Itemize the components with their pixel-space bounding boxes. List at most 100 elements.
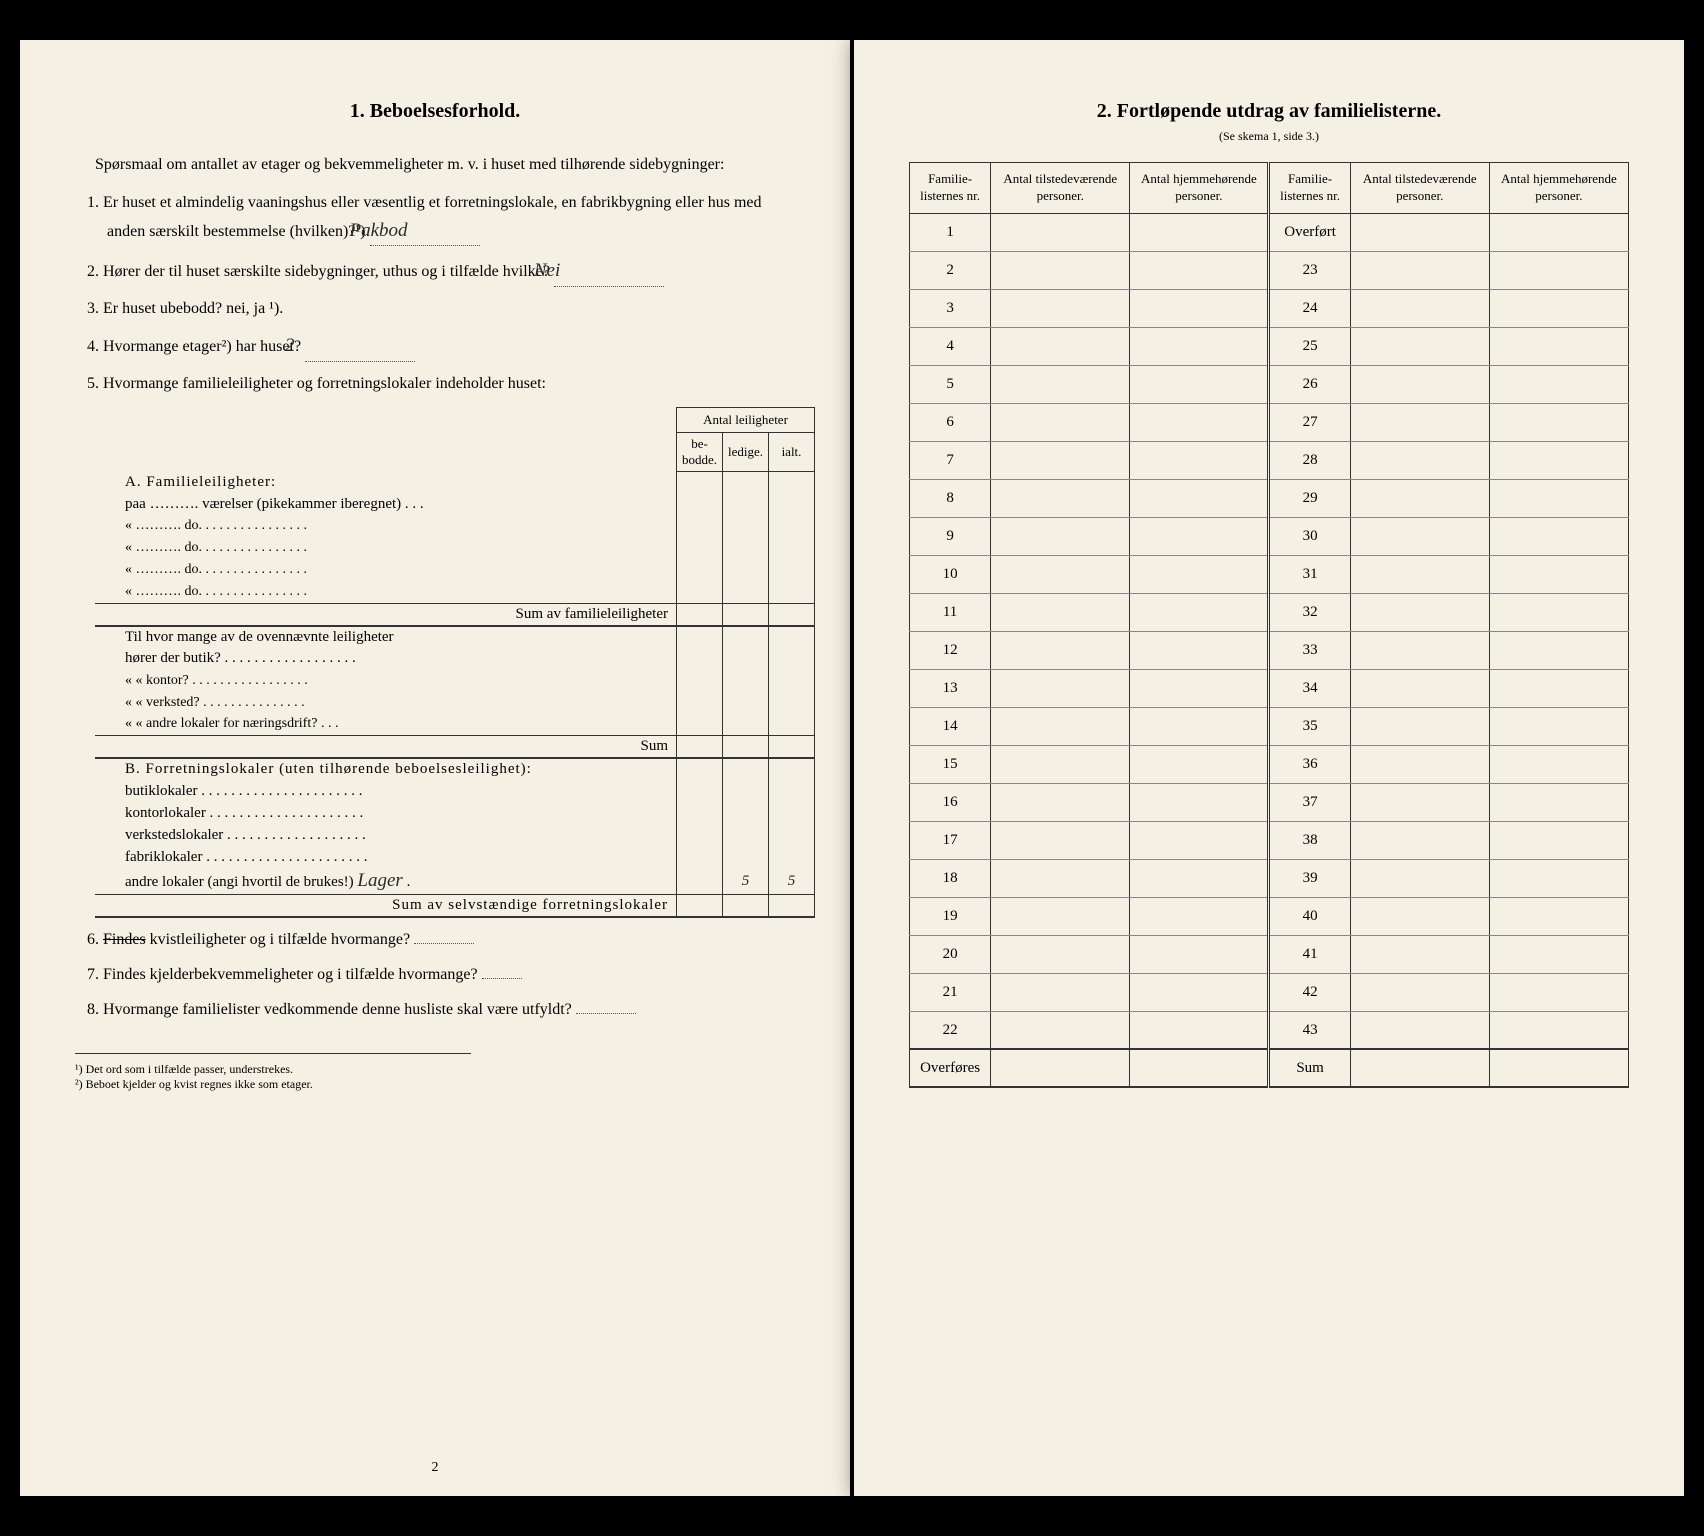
nr-cell: 7 [910,441,991,479]
nr-cell: 41 [1269,935,1350,973]
table-row: 7 28 [910,441,1629,479]
nr-cell: 13 [910,669,991,707]
section-2-title: 2. Fortløpende utdrag av familielisterne… [909,100,1629,123]
table-row: 4 25 [910,327,1629,365]
table-row: 1637 [910,783,1629,821]
intro-text: Spørsmaal om antallet av etager og bekve… [75,153,795,177]
q4-answer: 2 [305,331,415,361]
nr-cell: 37 [1269,783,1350,821]
table-row: 1940 [910,897,1629,935]
nr-cell: 6 [910,403,991,441]
nr-cell: 31 [1269,555,1350,593]
table-row: 21 42 [910,973,1629,1011]
nr-cell: 43 [1269,1011,1350,1049]
nr-cell: 15 [910,745,991,783]
nr-cell: 29 [1269,479,1350,517]
right-page: 2. Fortløpende utdrag av familielisterne… [854,40,1684,1496]
nr-cell: 32 [1269,593,1350,631]
table-row: 22 43 [910,1011,1629,1049]
question-list-2: 6. Findes kvistleiligheter og i tilfælde… [75,928,795,1022]
document-spread: 1. Beboelsesforhold. Spørsmaal om antall… [0,0,1704,1536]
nr-cell: 8 [910,479,991,517]
nr-cell: 18 [910,859,991,897]
section-a-heading: A. Familieleiligheter: [95,471,677,493]
table-row: 13 34 [910,669,1629,707]
nr-cell: 5 [910,365,991,403]
nr-cell: 20 [910,935,991,973]
nr-cell: 24 [1269,289,1350,327]
nr-cell: 17 [910,821,991,859]
q1-answer: Pakbod [370,216,480,246]
question-list: 1. Er huset et almindelig vaaningshus el… [75,191,795,397]
familieliste-table: Familie- listernes nr. Antal tilstedevær… [909,162,1629,1088]
nr-cell: 33 [1269,631,1350,669]
nr-cell: 34 [1269,669,1350,707]
table-row: 12 33 [910,631,1629,669]
summary-row: Overføres Sum [910,1049,1629,1087]
nr-cell: Overført [1269,213,1350,251]
nr-cell: 40 [1269,897,1350,935]
overfores-label: Overføres [910,1049,991,1087]
section-1-title: 1. Beboelsesforhold. [75,100,795,123]
table-row: 11 32 [910,593,1629,631]
footnote-1: ¹) Det ord som i tilfælde passer, unders… [75,1062,471,1077]
table-row: 1738 [910,821,1629,859]
nr-cell: 26 [1269,365,1350,403]
nr-cell: 14 [910,707,991,745]
nr-cell: 11 [910,593,991,631]
nr-cell: 12 [910,631,991,669]
nr-cell: 10 [910,555,991,593]
nr-cell: 28 [1269,441,1350,479]
leil-table-wrap: Antal leiligheter be- bodde. ledige. ial… [75,407,795,919]
b-last-answer: Lager [357,870,402,891]
nr-cell: 30 [1269,517,1350,555]
nr-cell: 4 [910,327,991,365]
footnotes: ¹) Det ord som i tilfælde passer, unders… [75,1053,471,1092]
footnote-2: ²) Beboet kjelder og kvist regnes ikke s… [75,1077,471,1092]
table-row: 10 31 [910,555,1629,593]
question-7: 7. Findes kjelderbekvemmeligheter og i t… [75,963,795,988]
question-4: 4. Hvormange etager²) har huset? 2 [75,331,795,361]
section-b-heading: B. Forretningslokaler (uten tilhørende b… [95,758,677,780]
nr-cell: 36 [1269,745,1350,783]
table-row: 9 30 [910,517,1629,555]
nr-cell: 35 [1269,707,1350,745]
question-8: 8. Hvormange familielister vedkommende d… [75,998,795,1023]
table-row: 1 Overført [910,213,1629,251]
leilighet-table: Antal leiligheter be- bodde. ledige. ial… [95,407,815,919]
nr-cell: 38 [1269,821,1350,859]
question-2: 2. Hører der til huset særskilte sidebyg… [75,256,795,286]
section-2-subtitle: (Se skema 1, side 3.) [909,129,1629,144]
table-row: 6 27 [910,403,1629,441]
table-row: 1536 [910,745,1629,783]
nr-cell: 42 [1269,973,1350,1011]
question-3: 3. Er huset ubebodd? nei, ja ¹). [75,297,795,322]
nr-cell: 3 [910,289,991,327]
table-row: 2041 [910,935,1629,973]
table-row: 1839 [910,859,1629,897]
nr-cell: 25 [1269,327,1350,365]
nr-cell: 22 [910,1011,991,1049]
q2-answer: Nei [554,256,664,286]
table-row: 3 24 [910,289,1629,327]
table-row: 14 35 [910,707,1629,745]
nr-cell: 23 [1269,251,1350,289]
left-page: 1. Beboelsesforhold. Spørsmaal om antall… [20,40,850,1496]
table-row: 8 29 [910,479,1629,517]
question-6: 6. Findes kvistleiligheter og i tilfælde… [75,928,795,953]
nr-cell: 16 [910,783,991,821]
nr-cell: 19 [910,897,991,935]
nr-cell: 27 [1269,403,1350,441]
nr-cell: 21 [910,973,991,1011]
nr-cell: 2 [910,251,991,289]
table-row: 2 23 [910,251,1629,289]
nr-cell: 9 [910,517,991,555]
page-number: 2 [20,1460,850,1476]
nr-cell: 39 [1269,859,1350,897]
nr-cell: 1 [910,213,991,251]
leil-header: Antal leiligheter [677,407,815,432]
question-5: 5. Hvormange familieleiligheter og forre… [75,372,795,397]
sum-label: Sum [1269,1049,1350,1087]
table-row: 5 26 [910,365,1629,403]
question-1: 1. Er huset et almindelig vaaningshus el… [75,191,795,246]
